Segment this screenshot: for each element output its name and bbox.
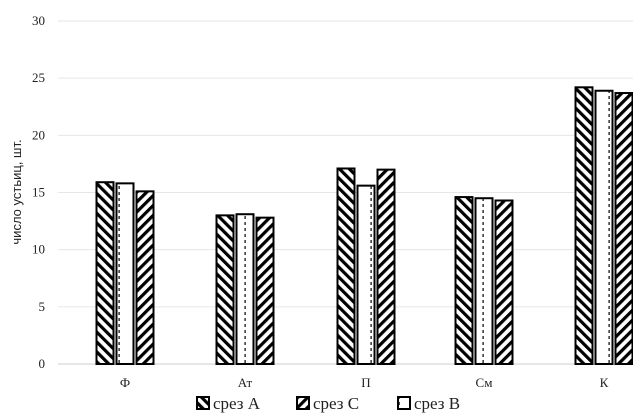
bar (235, 213, 255, 365)
y-tick-label: 15 (32, 185, 45, 200)
x-tick-label: Ф (120, 375, 130, 390)
bar (255, 216, 275, 365)
y-tick-label: 25 (32, 70, 45, 85)
bar (474, 197, 494, 365)
legend-label: срез А (213, 394, 261, 413)
y-tick-label: 5 (39, 299, 46, 314)
bar (454, 196, 474, 365)
y-axis-ticks: 0 5 10 15 20 25 30 (32, 13, 45, 371)
x-axis-ticks: Ф Ат П См К (120, 375, 609, 390)
bar (574, 86, 594, 366)
x-tick-label: К (600, 375, 609, 390)
bar (376, 168, 396, 365)
legend-swatch (397, 396, 411, 410)
bar (95, 181, 115, 365)
bar (494, 199, 514, 365)
y-tick-label: 30 (32, 13, 45, 28)
legend-swatch (296, 396, 310, 410)
bar (135, 190, 155, 365)
x-tick-label: П (361, 375, 370, 390)
y-tick-label: 20 (32, 127, 45, 142)
y-tick-label: 10 (32, 242, 45, 257)
bar (356, 184, 376, 365)
y-axis-label: число устьиц, шт. (9, 139, 24, 244)
y-tick-label: 0 (39, 356, 46, 371)
bar (594, 89, 614, 365)
bar (336, 167, 356, 365)
x-tick-label: См (476, 375, 493, 390)
bar (115, 182, 135, 365)
legend: срез А срез С срез В (196, 394, 460, 413)
bar (614, 92, 633, 365)
bars (95, 86, 633, 366)
legend-label: срез В (414, 394, 460, 413)
bar (215, 214, 235, 365)
legend-swatch (196, 396, 210, 410)
x-tick-label: Ат (238, 375, 253, 390)
legend-label: срез С (313, 394, 359, 413)
